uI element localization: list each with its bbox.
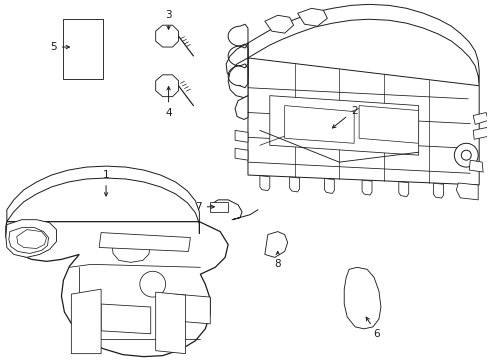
Text: 6: 6 <box>366 317 380 339</box>
Polygon shape <box>155 75 178 96</box>
Circle shape <box>453 143 477 167</box>
Polygon shape <box>235 148 247 160</box>
Polygon shape <box>155 25 178 47</box>
Polygon shape <box>7 166 199 234</box>
Polygon shape <box>472 113 487 125</box>
Circle shape <box>84 56 94 66</box>
Polygon shape <box>155 292 185 354</box>
Polygon shape <box>264 231 287 257</box>
Polygon shape <box>17 230 46 248</box>
Polygon shape <box>6 222 228 357</box>
Circle shape <box>77 23 101 47</box>
Text: 7: 7 <box>195 202 214 212</box>
Polygon shape <box>344 267 380 329</box>
Polygon shape <box>472 127 487 139</box>
Circle shape <box>140 271 165 297</box>
Text: 4: 4 <box>165 87 172 117</box>
Text: 3: 3 <box>165 10 172 29</box>
Polygon shape <box>358 105 418 143</box>
Circle shape <box>77 49 101 73</box>
Polygon shape <box>247 58 478 185</box>
Polygon shape <box>63 19 103 79</box>
Polygon shape <box>228 58 247 98</box>
Polygon shape <box>101 304 150 334</box>
Polygon shape <box>210 202 228 212</box>
Polygon shape <box>269 96 418 155</box>
Polygon shape <box>112 237 150 262</box>
Polygon shape <box>9 228 48 253</box>
Polygon shape <box>225 43 247 81</box>
Polygon shape <box>297 8 326 26</box>
Polygon shape <box>71 289 101 354</box>
Polygon shape <box>289 177 299 192</box>
Polygon shape <box>259 176 269 191</box>
Polygon shape <box>455 183 477 200</box>
Polygon shape <box>284 105 353 143</box>
Polygon shape <box>324 179 334 193</box>
Polygon shape <box>468 160 482 172</box>
Polygon shape <box>235 130 247 142</box>
Polygon shape <box>361 180 371 195</box>
Polygon shape <box>247 4 478 86</box>
Polygon shape <box>433 183 443 198</box>
Circle shape <box>84 30 94 40</box>
Polygon shape <box>398 182 408 197</box>
Polygon shape <box>99 233 190 251</box>
Text: 1: 1 <box>102 170 109 196</box>
Polygon shape <box>6 220 56 257</box>
Polygon shape <box>264 15 293 33</box>
Polygon shape <box>175 294 210 324</box>
Circle shape <box>460 150 470 160</box>
Text: 8: 8 <box>274 251 281 269</box>
Polygon shape <box>235 96 247 120</box>
Text: 2: 2 <box>332 105 357 128</box>
Text: 5: 5 <box>50 42 69 52</box>
